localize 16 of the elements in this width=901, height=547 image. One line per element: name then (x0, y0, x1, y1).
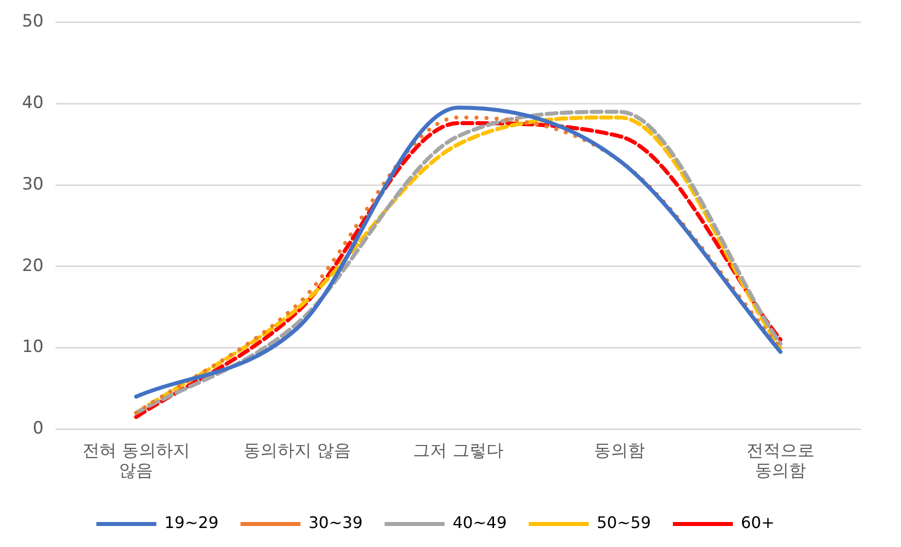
legend-label: 60+ (740, 513, 775, 532)
x-tick-label: 전혀 동의하지 않음 (82, 440, 190, 482)
x-tick-label: 동의함 (594, 440, 645, 461)
y-tick-label: 50 (22, 12, 44, 32)
legend-label: 50~59 (596, 513, 651, 532)
x-tick-label: 그저 그렇다 (413, 440, 504, 461)
y-tick-label: 10 (22, 337, 44, 358)
legend-label: 40~49 (452, 513, 507, 532)
y-tick-label: 40 (22, 93, 44, 114)
x-tick-label: 전적으로 동의함 (746, 440, 814, 482)
y-tick-label: 0 (32, 418, 44, 439)
legend-label: 19~29 (164, 513, 218, 532)
x-tick-label: 동의하지 않음 (244, 440, 351, 461)
y-tick-label: 30 (22, 174, 44, 194)
legend-label: 30~39 (308, 513, 363, 532)
y-tick-label: 20 (22, 256, 44, 276)
